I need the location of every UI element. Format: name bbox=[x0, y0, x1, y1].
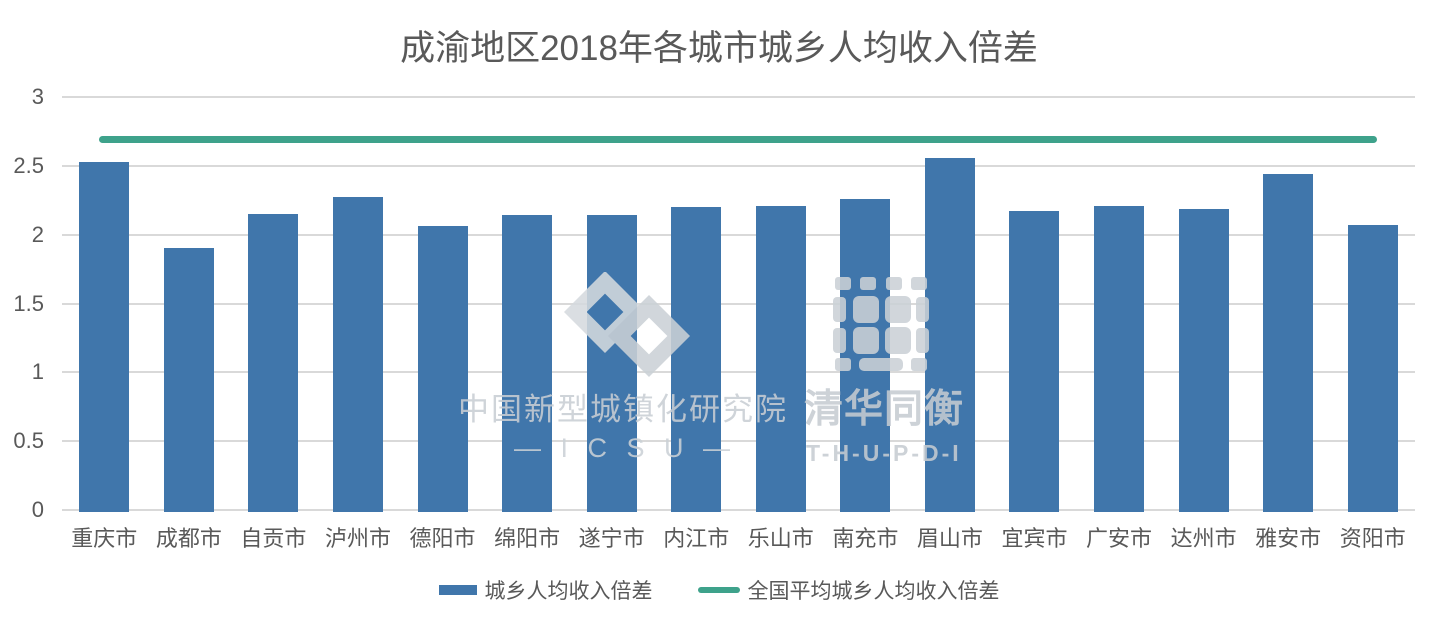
national-average-line bbox=[99, 136, 1377, 144]
legend-bar-swatch bbox=[438, 585, 477, 595]
bar bbox=[1263, 174, 1314, 512]
bar bbox=[1009, 211, 1060, 512]
bar bbox=[502, 215, 553, 512]
legend-bar-label: 城乡人均收入倍差 bbox=[484, 580, 653, 603]
x-axis-label: 广安市 bbox=[1086, 526, 1153, 551]
bar bbox=[755, 205, 806, 512]
x-axis-label: 内江市 bbox=[663, 526, 730, 551]
x-axis-label: 成都市 bbox=[155, 526, 222, 551]
y-axis-label: 1 bbox=[31, 359, 44, 385]
y-axis-label: 1.5 bbox=[13, 290, 44, 316]
legend-line-label: 全国平均城乡人均收入倍差 bbox=[747, 580, 1000, 603]
y-axis-label: 0.5 bbox=[13, 428, 44, 454]
y-axis-label: 3 bbox=[31, 84, 44, 109]
x-axis-label: 重庆市 bbox=[71, 526, 138, 551]
bar bbox=[586, 215, 637, 512]
bar bbox=[1347, 225, 1398, 512]
x-axis-label: 泸州市 bbox=[324, 526, 391, 551]
bar bbox=[840, 198, 891, 512]
y-axis-label: 0 bbox=[31, 497, 44, 522]
x-axis-label: 绵阳市 bbox=[494, 526, 561, 551]
x-axis-label: 雅安市 bbox=[1255, 526, 1322, 551]
gridline bbox=[62, 440, 1415, 443]
chart-title: 成渝地区2018年各城市城乡人均收入倍差 bbox=[400, 29, 1038, 68]
x-axis-label: 达州市 bbox=[1170, 526, 1237, 551]
bar bbox=[332, 197, 383, 512]
bar bbox=[417, 226, 468, 512]
gridline bbox=[62, 96, 1415, 98]
gridline bbox=[62, 302, 1415, 305]
y-axis-label: 2 bbox=[31, 221, 44, 247]
bar bbox=[163, 248, 214, 512]
x-axis-label: 眉山市 bbox=[916, 526, 983, 551]
bar bbox=[1094, 205, 1145, 512]
x-axis-label: 德阳市 bbox=[409, 526, 476, 551]
y-axis-label: 2.5 bbox=[13, 152, 44, 178]
bar bbox=[671, 207, 722, 512]
gridline bbox=[62, 233, 1415, 236]
legend: 城乡人均收入倍差 全国平均城乡人均收入倍差 bbox=[0, 576, 1438, 604]
bar bbox=[248, 214, 299, 512]
x-axis-label: 遂宁市 bbox=[578, 526, 645, 551]
legend-line-swatch bbox=[697, 587, 740, 593]
x-axis-label: 南充市 bbox=[832, 526, 899, 551]
bar bbox=[924, 157, 975, 512]
bar bbox=[79, 161, 130, 512]
x-axis-label: 资阳市 bbox=[1339, 526, 1406, 551]
gridline bbox=[62, 509, 1415, 511]
bar bbox=[1178, 208, 1229, 512]
gridline bbox=[62, 371, 1415, 374]
x-axis-label: 宜宾市 bbox=[1001, 526, 1068, 551]
x-axis-label: 乐山市 bbox=[747, 526, 814, 551]
gridline bbox=[62, 164, 1415, 167]
x-axis-label: 自贡市 bbox=[240, 526, 307, 551]
